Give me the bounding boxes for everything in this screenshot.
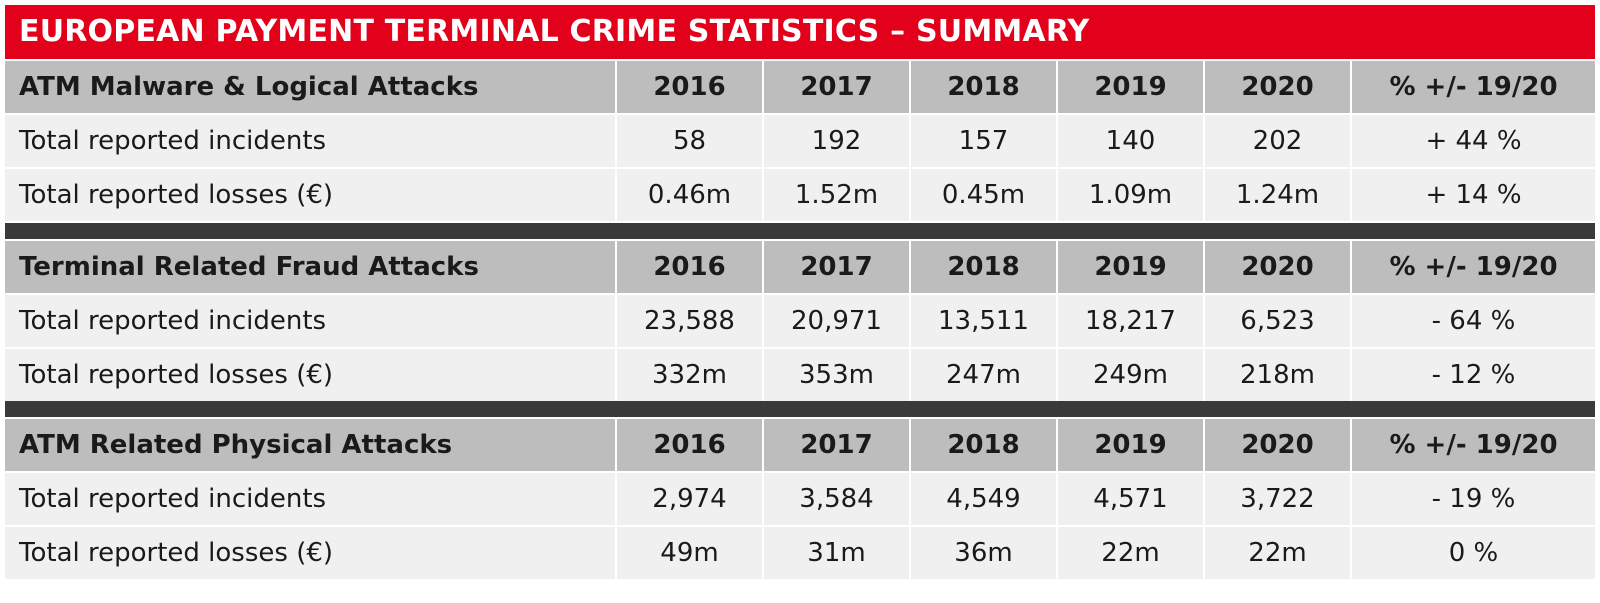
column-header-2017: 2017 [764, 61, 909, 113]
table-row-incidents: Total reported incidents 23,588 20,971 1… [5, 295, 1595, 347]
column-header-change: % +/- 19/20 [1352, 61, 1595, 113]
row-label: Total reported incidents [5, 473, 615, 525]
table-cell: 3,584 [764, 473, 909, 525]
column-header-2019: 2019 [1058, 419, 1203, 471]
section-header-row: Terminal Related Fraud Attacks 2016 2017… [5, 241, 1595, 293]
section-atm-malware: ATM Malware & Logical Attacks 2016 2017 … [5, 61, 1595, 221]
table-cell: 31m [764, 527, 909, 579]
table-cell: 353m [764, 349, 909, 401]
table-cell: 36m [911, 527, 1056, 579]
table-cell: 0.45m [911, 169, 1056, 221]
section-header-row: ATM Malware & Logical Attacks 2016 2017 … [5, 61, 1595, 113]
column-header-2016: 2016 [617, 419, 762, 471]
table-row-incidents: Total reported incidents 2,974 3,584 4,5… [5, 473, 1595, 525]
table-cell: 1.52m [764, 169, 909, 221]
table-cell-change: - 19 % [1352, 473, 1595, 525]
column-header-2018: 2018 [911, 419, 1056, 471]
column-header-2017: 2017 [764, 241, 909, 293]
table-row-losses: Total reported losses (€) 49m 31m 36m 22… [5, 527, 1595, 579]
table-cell: 23,588 [617, 295, 762, 347]
table-cell-change: 0 % [1352, 527, 1595, 579]
row-label: Total reported losses (€) [5, 169, 615, 221]
table-cell-change: - 12 % [1352, 349, 1595, 401]
table-row-losses: Total reported losses (€) 0.46m 1.52m 0.… [5, 169, 1595, 221]
column-header-2017: 2017 [764, 419, 909, 471]
section-divider [5, 223, 1595, 239]
column-header-2018: 2018 [911, 61, 1056, 113]
table-cell: 58 [617, 115, 762, 167]
table-cell: 49m [617, 527, 762, 579]
table-cell: 1.24m [1205, 169, 1350, 221]
column-header-2019: 2019 [1058, 61, 1203, 113]
section-divider [5, 401, 1595, 417]
section-atm-physical: ATM Related Physical Attacks 2016 2017 2… [5, 419, 1595, 579]
column-header-2020: 2020 [1205, 61, 1350, 113]
column-header-change: % +/- 19/20 [1352, 241, 1595, 293]
table-cell: 249m [1058, 349, 1203, 401]
table-cell: 18,217 [1058, 295, 1203, 347]
table-cell: 247m [911, 349, 1056, 401]
table-row-incidents: Total reported incidents 58 192 157 140 … [5, 115, 1595, 167]
table-cell: 157 [911, 115, 1056, 167]
table-cell: 218m [1205, 349, 1350, 401]
table-cell: 332m [617, 349, 762, 401]
column-header-2016: 2016 [617, 61, 762, 113]
table-cell-change: + 44 % [1352, 115, 1595, 167]
table-cell: 2,974 [617, 473, 762, 525]
section-title: ATM Related Physical Attacks [5, 419, 615, 471]
column-header-2016: 2016 [617, 241, 762, 293]
column-header-2018: 2018 [911, 241, 1056, 293]
table-cell: 4,571 [1058, 473, 1203, 525]
table-cell: 202 [1205, 115, 1350, 167]
table-title: EUROPEAN PAYMENT TERMINAL CRIME STATISTI… [5, 5, 1595, 59]
column-header-2020: 2020 [1205, 419, 1350, 471]
table-cell: 22m [1205, 527, 1350, 579]
table-cell: 140 [1058, 115, 1203, 167]
table-cell: 0.46m [617, 169, 762, 221]
table-cell: 13,511 [911, 295, 1056, 347]
column-header-2019: 2019 [1058, 241, 1203, 293]
column-header-change: % +/- 19/20 [1352, 419, 1595, 471]
column-header-2020: 2020 [1205, 241, 1350, 293]
row-label: Total reported incidents [5, 295, 615, 347]
table-cell: 6,523 [1205, 295, 1350, 347]
row-label: Total reported incidents [5, 115, 615, 167]
table-cell: 1.09m [1058, 169, 1203, 221]
section-title: ATM Malware & Logical Attacks [5, 61, 615, 113]
section-title: Terminal Related Fraud Attacks [5, 241, 615, 293]
section-header-row: ATM Related Physical Attacks 2016 2017 2… [5, 419, 1595, 471]
table-cell: 192 [764, 115, 909, 167]
section-terminal-fraud: Terminal Related Fraud Attacks 2016 2017… [5, 241, 1595, 401]
row-label: Total reported losses (€) [5, 349, 615, 401]
row-label: Total reported losses (€) [5, 527, 615, 579]
table-cell: 22m [1058, 527, 1203, 579]
table-cell: 20,971 [764, 295, 909, 347]
table-row-losses: Total reported losses (€) 332m 353m 247m… [5, 349, 1595, 401]
table-cell-change: + 14 % [1352, 169, 1595, 221]
table-cell: 3,722 [1205, 473, 1350, 525]
table-cell-change: - 64 % [1352, 295, 1595, 347]
table-cell: 4,549 [911, 473, 1056, 525]
